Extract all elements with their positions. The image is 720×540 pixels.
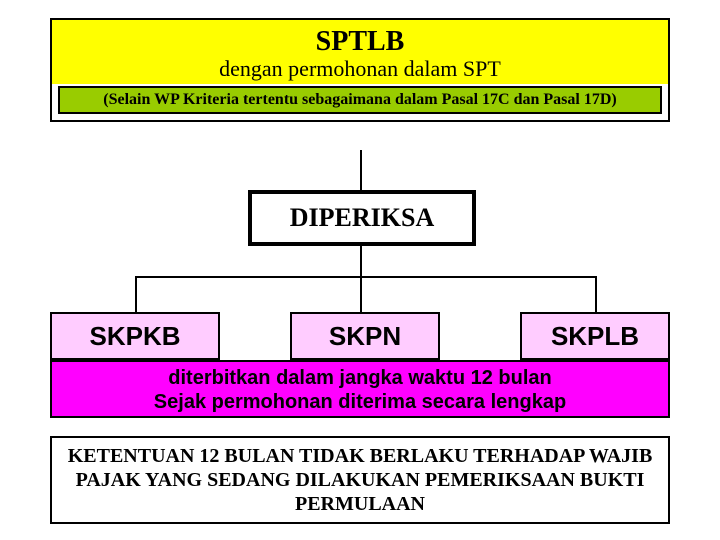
magenta-box: diterbitkan dalam jangka waktu 12 bulan … — [50, 360, 670, 418]
top-yellow-area: SPTLB dengan permohonan dalam SPT — [52, 20, 668, 84]
skp-box-skpkb: SKPKB — [50, 312, 220, 360]
connector-drop-0 — [135, 276, 137, 312]
connector-v-top — [360, 150, 362, 190]
skp-box-skpn: SKPN — [290, 312, 440, 360]
connector-h — [135, 276, 595, 278]
diperiksa-box: DIPERIKSA — [248, 190, 476, 246]
skp-box-skplb: SKPLB — [520, 312, 670, 360]
connector-v-mid — [360, 246, 362, 276]
connector-drop-1 — [360, 276, 362, 312]
top-subtitle: dengan permohonan dalam SPT — [56, 56, 664, 82]
top-box: SPTLB dengan permohonan dalam SPT (Selai… — [50, 18, 670, 122]
magenta-line1: diterbitkan dalam jangka waktu 12 bulan — [52, 366, 668, 390]
magenta-line2: Sejak permohonan diterima secara lengkap — [52, 390, 668, 414]
connector-drop-2 — [595, 276, 597, 312]
top-note: (Selain WP Kriteria tertentu sebagaimana… — [58, 86, 662, 114]
bottom-box: KETENTUAN 12 BULAN TIDAK BERLAKU TERHADA… — [50, 436, 670, 524]
top-title: SPTLB — [56, 26, 664, 58]
